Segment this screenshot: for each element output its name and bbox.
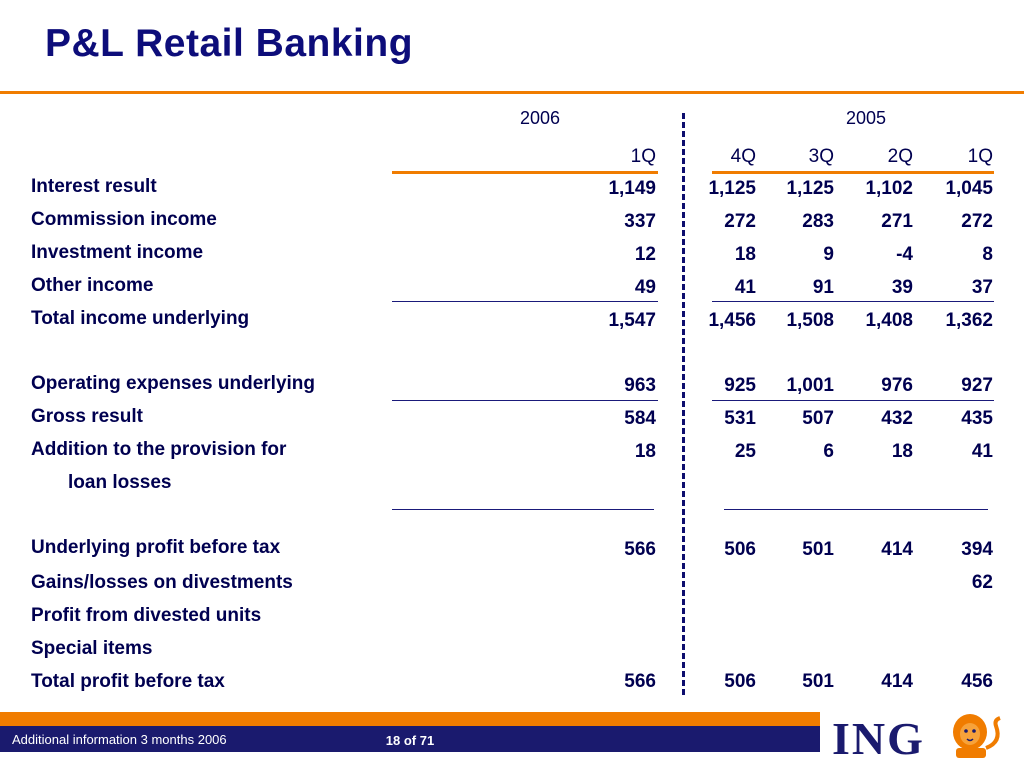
- table-cell: 506: [724, 539, 756, 560]
- table-cell: 62: [971, 572, 993, 593]
- table-cell: 9: [823, 244, 834, 265]
- table-cell: 41: [971, 441, 993, 462]
- table-cell: 1,547: [608, 310, 656, 331]
- table-cell: 18: [891, 441, 913, 462]
- table-cell: 1,456: [708, 310, 756, 331]
- subtotal-rule: [392, 509, 654, 510]
- subtotal-rule: [392, 301, 658, 302]
- table-cell: 1,508: [786, 310, 834, 331]
- table-cell: 337: [624, 211, 656, 232]
- table-cell: 531: [724, 408, 756, 429]
- page-title: P&L Retail Banking: [45, 22, 414, 65]
- row-label: Other income: [31, 275, 154, 296]
- row-label: Addition to the provision for: [31, 439, 287, 460]
- table-cell: 91: [812, 277, 834, 298]
- year-header-2005: 2005: [846, 108, 887, 128]
- ing-logo: ING: [832, 708, 1012, 764]
- row-label: Investment income: [31, 242, 204, 263]
- table-cell: 49: [634, 277, 656, 298]
- page-number: 18 of 71: [385, 733, 435, 748]
- table-cell: 435: [961, 408, 993, 429]
- table-cell: 925: [724, 375, 756, 396]
- row-label: Gains/losses on divestments: [31, 572, 293, 593]
- table-cell: 1,408: [865, 310, 913, 331]
- table-cell: 12: [634, 244, 656, 265]
- quarter-header-2006-1q: 1Q: [630, 146, 656, 167]
- row-label: Profit from divested units: [31, 605, 262, 626]
- table-cell: 414: [881, 671, 913, 692]
- subtotal-rule: [712, 400, 994, 401]
- table-cell: 18: [734, 244, 756, 265]
- table-cell: 1,125: [708, 178, 756, 199]
- table-cell: 394: [961, 539, 993, 560]
- quarter-header-2005-4q: 4Q: [730, 146, 756, 167]
- table-cell: 456: [961, 671, 993, 692]
- row-label: Operating expenses underlying: [31, 373, 316, 394]
- footer-bar: [0, 726, 820, 752]
- table-cell: 506: [724, 671, 756, 692]
- quarter-header-2005-2q: 2Q: [887, 146, 913, 167]
- row-label: Commission income: [31, 209, 217, 230]
- footer-accent-bar: [0, 712, 820, 726]
- row-label: Special items: [31, 638, 153, 659]
- table-cell: -4: [896, 244, 913, 265]
- table-cell: 272: [724, 211, 756, 232]
- table-cell: 507: [802, 408, 834, 429]
- table-cell: 1,045: [945, 178, 993, 199]
- table-cell: 566: [624, 671, 656, 692]
- table-cell: 6: [823, 441, 834, 462]
- table-cell: 584: [624, 408, 656, 429]
- year-header-2006: 2006: [520, 108, 561, 128]
- lion-icon: [953, 714, 1001, 758]
- table-cell: 283: [802, 211, 834, 232]
- row-label: Underlying profit before tax: [31, 537, 281, 558]
- row-label-continued: loan losses: [68, 472, 172, 493]
- table-cell: 1,362: [945, 310, 993, 331]
- table-cell: 1,102: [865, 178, 913, 199]
- subtotal-rule: [712, 301, 994, 302]
- footer-caption: Additional information 3 months 2006: [12, 732, 227, 747]
- table-cell: 976: [881, 375, 913, 396]
- row-label: Interest result: [31, 176, 157, 197]
- header-rule-2005: [712, 171, 994, 174]
- table-cell: 1,001: [786, 375, 834, 396]
- table-cell: 566: [624, 539, 656, 560]
- table-cell: 432: [881, 408, 913, 429]
- table-cell: 272: [961, 211, 993, 232]
- table-cell: 25: [734, 441, 756, 462]
- table-cell: 37: [971, 277, 993, 298]
- table-cell: 18: [634, 441, 656, 462]
- table-cell: 8: [982, 244, 993, 265]
- table-cell: 1,125: [786, 178, 834, 199]
- quarter-header-2005-3q: 3Q: [808, 146, 834, 167]
- table-cell: 963: [624, 375, 656, 396]
- table-cell: 1,149: [608, 178, 656, 199]
- table-cell: 501: [802, 539, 834, 560]
- logo-text: ING: [832, 713, 925, 764]
- subtotal-rule: [724, 509, 988, 510]
- header-rule-2006: [392, 171, 658, 174]
- row-label: Gross result: [31, 406, 143, 427]
- table-cell: 39: [891, 277, 913, 298]
- table-cell: 414: [881, 539, 913, 560]
- quarter-header-2005-1q: 1Q: [967, 146, 993, 167]
- year-separator: [682, 113, 685, 695]
- table-cell: 927: [961, 375, 993, 396]
- subtotal-rule: [392, 400, 658, 401]
- title-divider: [0, 91, 1024, 94]
- table-cell: 271: [881, 211, 913, 232]
- row-label: Total profit before tax: [31, 671, 225, 692]
- table-cell: 501: [802, 671, 834, 692]
- row-label: Total income underlying: [31, 308, 250, 329]
- table-cell: 41: [734, 277, 756, 298]
